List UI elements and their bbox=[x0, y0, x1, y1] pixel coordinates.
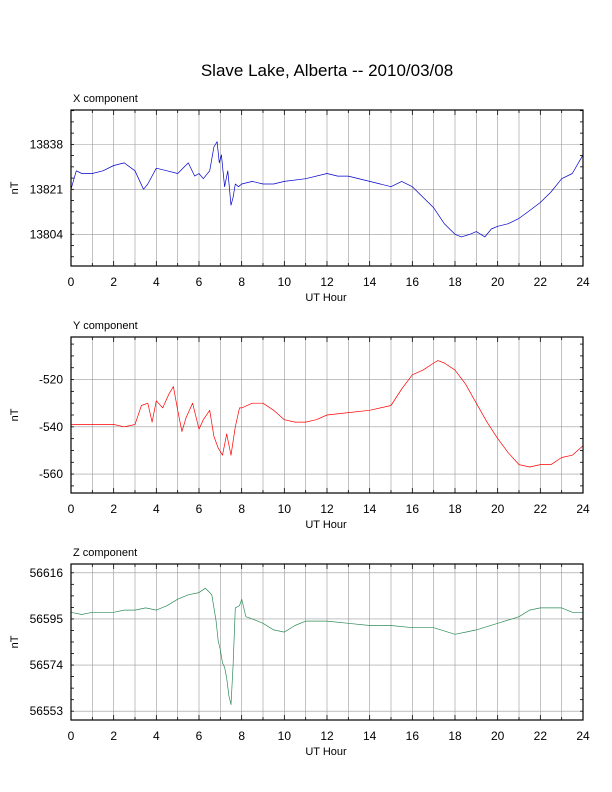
x-tick-label: 4 bbox=[153, 275, 160, 289]
y-tick-label: -540 bbox=[39, 420, 63, 434]
y-tick-label: 56553 bbox=[30, 704, 64, 718]
x-tick-label: 20 bbox=[491, 275, 505, 289]
x-tick-label: 2 bbox=[110, 502, 117, 516]
panel-title: Z component bbox=[73, 547, 137, 559]
x-tick-label: 20 bbox=[491, 502, 505, 516]
x-tick-label: 0 bbox=[68, 275, 75, 289]
x-tick-label: 0 bbox=[68, 729, 75, 743]
x-tick-label: 6 bbox=[196, 275, 203, 289]
x-tick-label: 2 bbox=[110, 729, 117, 743]
x-tick-label: 10 bbox=[278, 729, 292, 743]
x-tick-label: 0 bbox=[68, 502, 75, 516]
x-tick-label: 18 bbox=[448, 275, 462, 289]
x-tick-label: 12 bbox=[320, 502, 334, 516]
y-tick-label: 56574 bbox=[30, 658, 64, 672]
x-tick-label: 6 bbox=[196, 729, 203, 743]
chart-title: Slave Lake, Alberta -- 2010/03/08 bbox=[201, 61, 453, 80]
x-tick-label: 16 bbox=[406, 729, 420, 743]
x-tick-label: 18 bbox=[448, 502, 462, 516]
y-tick-label: 13838 bbox=[30, 137, 64, 151]
series-line-z bbox=[70, 587, 583, 705]
x-tick-label: 6 bbox=[196, 502, 203, 516]
x-tick-label: 10 bbox=[278, 275, 292, 289]
series-line-y bbox=[71, 360, 584, 468]
x-tick-label: 22 bbox=[534, 729, 548, 743]
y-tick-label: 56616 bbox=[30, 566, 64, 580]
y-tick-label: 13821 bbox=[30, 182, 64, 196]
x-tick-label: 12 bbox=[320, 275, 334, 289]
panel-title: Y component bbox=[73, 320, 138, 332]
y-tick-label: -560 bbox=[39, 467, 63, 481]
panel-z-component: 0 2 4 6 8 10 12 14 16 18 20 22 245655356574565955661… bbox=[9, 547, 590, 758]
x-tick-label: 4 bbox=[153, 729, 160, 743]
x-tick-label: 16 bbox=[406, 275, 420, 289]
x-tick-label: 14 bbox=[363, 275, 377, 289]
series-line-x bbox=[70, 141, 584, 238]
x-axis-label: UT Hour bbox=[305, 292, 347, 304]
y-tick-label: 56595 bbox=[30, 612, 64, 626]
panel-title: X component bbox=[73, 93, 138, 105]
y-tick-label: -520 bbox=[39, 373, 63, 387]
x-tick-label: 16 bbox=[406, 502, 420, 516]
x-tick-label: 24 bbox=[576, 502, 590, 516]
x-tick-label: 4 bbox=[153, 502, 160, 516]
x-tick-label: 22 bbox=[534, 275, 548, 289]
x-tick-label: 24 bbox=[576, 275, 590, 289]
x-axis-label: UT Hour bbox=[305, 519, 347, 531]
y-axis-label: nT bbox=[9, 635, 21, 648]
x-tick-label: 18 bbox=[448, 729, 462, 743]
y-axis-label: nT bbox=[9, 181, 21, 194]
x-tick-label: 8 bbox=[238, 275, 245, 289]
x-axis-label: UT Hour bbox=[305, 746, 347, 758]
y-tick-label: 13804 bbox=[30, 227, 64, 241]
x-tick-label: 8 bbox=[238, 729, 245, 743]
x-tick-label: 24 bbox=[576, 729, 590, 743]
x-tick-label: 2 bbox=[110, 275, 117, 289]
x-tick-label: 10 bbox=[278, 502, 292, 516]
x-tick-label: 22 bbox=[534, 502, 548, 516]
x-tick-label: 14 bbox=[363, 502, 377, 516]
x-tick-label: 8 bbox=[238, 502, 245, 516]
x-tick-label: 14 bbox=[363, 729, 377, 743]
x-tick-label: 20 bbox=[491, 729, 505, 743]
y-axis-label: nT bbox=[9, 408, 21, 421]
x-tick-label: 12 bbox=[320, 729, 334, 743]
